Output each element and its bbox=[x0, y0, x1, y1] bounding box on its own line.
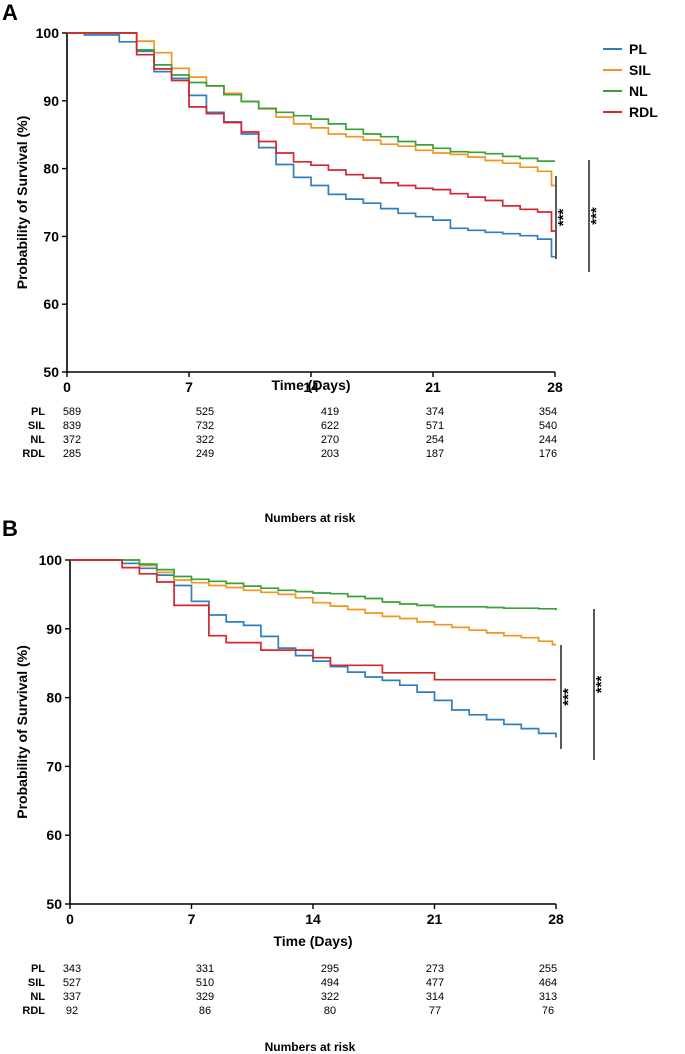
y-axis-title: Probability of Survival (%) bbox=[14, 116, 30, 289]
y-tick-label: 50 bbox=[46, 896, 62, 912]
risk-value: 622 bbox=[321, 420, 339, 432]
risk-value: 187 bbox=[426, 448, 444, 460]
risk-group-label: NL bbox=[30, 991, 45, 1003]
risk-value: 244 bbox=[539, 434, 557, 446]
risk-group-label: RDL bbox=[22, 448, 45, 460]
x-tick-label: 0 bbox=[63, 379, 71, 395]
risk-value: 525 bbox=[196, 406, 214, 418]
risk-value: 86 bbox=[199, 1005, 211, 1017]
x-tick-label: 7 bbox=[188, 911, 196, 927]
risk-value: 255 bbox=[539, 963, 557, 975]
x-axis-title: Time (Days) bbox=[271, 377, 350, 393]
y-tick-label: 90 bbox=[43, 93, 59, 109]
curve-nl bbox=[67, 32, 555, 162]
y-tick-label: 100 bbox=[36, 25, 60, 41]
risk-value: 510 bbox=[196, 977, 214, 989]
x-tick-label: 21 bbox=[427, 911, 443, 927]
y-tick-label: 90 bbox=[46, 621, 62, 637]
risk-title: Numbers at risk bbox=[265, 1040, 356, 1054]
risk-value: 540 bbox=[539, 420, 557, 432]
x-tick-label: 28 bbox=[547, 379, 563, 395]
risk-value: 527 bbox=[63, 977, 81, 989]
curve-sil bbox=[67, 32, 555, 187]
legend: PL SIL NL RDL bbox=[603, 41, 658, 120]
y-tick-label: 60 bbox=[46, 827, 62, 843]
x-tick-label: 14 bbox=[303, 379, 319, 395]
risk-value: 322 bbox=[321, 991, 339, 1003]
risk-value: 203 bbox=[321, 448, 339, 460]
risk-value: 273 bbox=[426, 963, 444, 975]
x-tick-label: 28 bbox=[548, 911, 564, 927]
risk-value: 176 bbox=[539, 448, 557, 460]
risk-value: 571 bbox=[426, 420, 444, 432]
x-tick-label: 21 bbox=[425, 379, 441, 395]
legend-label-sil: SIL bbox=[629, 62, 651, 78]
significance-label: *** bbox=[593, 676, 610, 694]
risk-value: 343 bbox=[63, 963, 81, 975]
x-axis-title: Time (Days) bbox=[273, 933, 352, 949]
risk-value: 313 bbox=[539, 991, 557, 1003]
risk-group-label: PL bbox=[31, 406, 45, 418]
risk-value: 839 bbox=[63, 420, 81, 432]
legend-label-pl: PL bbox=[629, 41, 647, 57]
curve-sil bbox=[70, 559, 556, 646]
legend-label-rdl: RDL bbox=[629, 104, 658, 120]
panel-b: B 50 60 70 80 90 100 0 7 14 21 28 Time (Days) Probabi… bbox=[2, 516, 610, 1054]
curve-pl bbox=[67, 32, 555, 258]
risk-value: 314 bbox=[426, 991, 444, 1003]
curve-nl bbox=[70, 559, 557, 611]
risk-value: 76 bbox=[542, 1005, 554, 1017]
y-tick-label: 100 bbox=[39, 552, 63, 568]
risk-value: 589 bbox=[63, 406, 81, 418]
risk-group-label: NL bbox=[30, 434, 45, 446]
risk-value: 374 bbox=[426, 406, 444, 418]
risk-group-label: SIL bbox=[28, 977, 45, 989]
curve-rdl bbox=[67, 32, 555, 232]
risk-value: 419 bbox=[321, 406, 339, 418]
risk-value: 477 bbox=[426, 977, 444, 989]
y-tick-label: 80 bbox=[43, 161, 59, 177]
y-tick-label: 80 bbox=[46, 690, 62, 706]
risk-value: 322 bbox=[196, 434, 214, 446]
risk-value: 254 bbox=[426, 434, 444, 446]
curve-rdl bbox=[70, 559, 556, 681]
panel-letter: B bbox=[2, 516, 18, 541]
panel-letter: A bbox=[2, 0, 18, 25]
risk-value: 80 bbox=[324, 1005, 336, 1017]
risk-value: 270 bbox=[321, 434, 339, 446]
y-axis-title: Probability of Survival (%) bbox=[14, 645, 30, 818]
risk-value: 337 bbox=[63, 991, 81, 1003]
x-tick-label: 7 bbox=[185, 379, 193, 395]
significance-label: *** bbox=[555, 209, 572, 227]
legend-label-nl: NL bbox=[629, 83, 648, 99]
risk-value: 354 bbox=[539, 406, 557, 418]
x-tick-label: 14 bbox=[305, 911, 321, 927]
risk-value: 285 bbox=[63, 448, 81, 460]
x-tick-label: 0 bbox=[66, 911, 74, 927]
significance-label: *** bbox=[588, 207, 605, 225]
y-tick-label: 50 bbox=[43, 364, 59, 380]
risk-value: 464 bbox=[539, 977, 557, 989]
risk-value: 494 bbox=[321, 977, 339, 989]
y-tick-label: 60 bbox=[43, 296, 59, 312]
curve-pl bbox=[70, 559, 557, 738]
risk-value: 295 bbox=[321, 963, 339, 975]
risk-group-label: PL bbox=[31, 963, 45, 975]
risk-group-label: RDL bbox=[22, 1005, 45, 1017]
panel-a: A 50 60 70 80 90 100 0 7 14 21 28 Time (Days) Probabi… bbox=[2, 0, 605, 525]
risk-value: 92 bbox=[66, 1005, 78, 1017]
significance-label: *** bbox=[560, 688, 577, 706]
risk-title: Numbers at risk bbox=[265, 511, 356, 525]
risk-value: 249 bbox=[196, 448, 214, 460]
y-tick-label: 70 bbox=[46, 758, 62, 774]
risk-value: 372 bbox=[63, 434, 81, 446]
y-tick-label: 70 bbox=[43, 228, 59, 244]
risk-value: 331 bbox=[196, 963, 214, 975]
risk-value: 77 bbox=[429, 1005, 441, 1017]
risk-value: 732 bbox=[196, 420, 214, 432]
risk-value: 329 bbox=[196, 991, 214, 1003]
risk-group-label: SIL bbox=[28, 420, 45, 432]
